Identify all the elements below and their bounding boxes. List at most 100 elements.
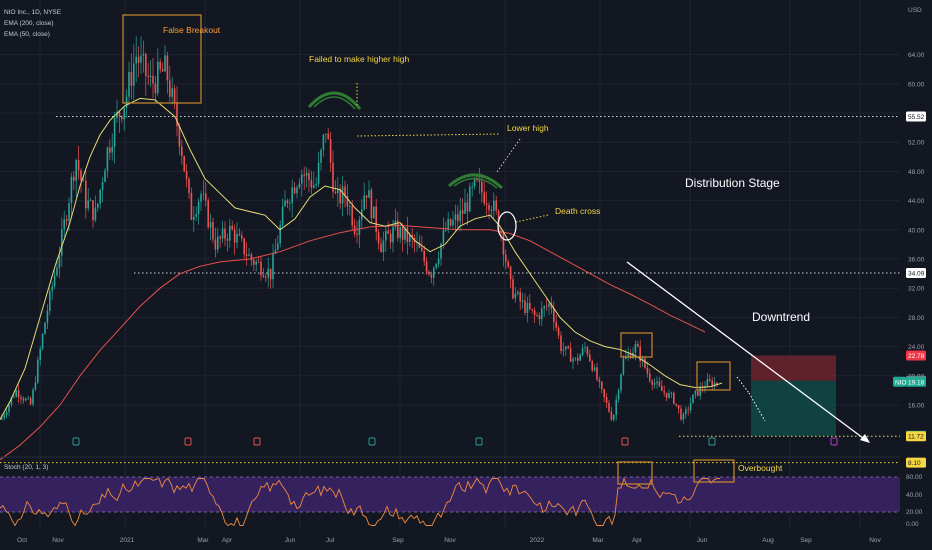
- candle: [387, 221, 389, 235]
- overbought-label: Overbought: [738, 463, 783, 473]
- candle: [97, 202, 99, 212]
- candle: [128, 61, 130, 106]
- candle: [526, 296, 529, 323]
- candle: [507, 259, 509, 269]
- candle: [53, 270, 56, 290]
- candle: [401, 222, 404, 252]
- candle: [46, 304, 49, 330]
- candle: [221, 220, 224, 243]
- candle: [445, 221, 447, 232]
- candle: [596, 362, 598, 382]
- candle: [185, 164, 188, 188]
- candle: [380, 237, 382, 253]
- stochastic-panel: Overbought Stoch (20, 1, 3) 80.00 40.00 …: [0, 456, 923, 528]
- candle: [692, 394, 694, 404]
- price-tag-6: 11.72: [906, 431, 926, 442]
- lower-high-label: Lower high: [507, 123, 549, 133]
- x-label-5: Jun: [285, 537, 296, 544]
- candle: [370, 187, 373, 223]
- higher-high-arc: [307, 91, 362, 110]
- y-label-7: 44.00: [908, 198, 925, 205]
- ema-200-line: [0, 224, 706, 461]
- candle: [315, 177, 317, 189]
- candle: [171, 76, 173, 105]
- candle: [217, 227, 219, 254]
- candle: [545, 298, 548, 311]
- event-marker-5: [621, 437, 629, 446]
- candle: [675, 403, 677, 407]
- candle: [620, 373, 622, 394]
- x-label-1: Nov: [52, 537, 64, 544]
- candle: [569, 342, 572, 362]
- candle: [274, 238, 277, 255]
- candle: [77, 146, 80, 180]
- candle: [17, 384, 20, 403]
- candle: [118, 110, 121, 133]
- candle: [111, 133, 113, 161]
- y-label-2: 24.00: [908, 344, 925, 351]
- downtrend-line: [626, 261, 868, 442]
- candle: [373, 206, 375, 219]
- candle: [248, 247, 250, 257]
- candle: [289, 199, 291, 211]
- legend-symbol: NIO Inc., 1D, NYSE: [4, 9, 62, 16]
- candle: [579, 352, 581, 362]
- y-label-0: 16.00: [908, 403, 925, 410]
- lower-high-arc-inner: [453, 177, 498, 189]
- false-breakout-label: False Breakout: [163, 25, 221, 35]
- candle: [334, 180, 337, 195]
- candle: [265, 273, 267, 283]
- candle: [363, 182, 365, 211]
- candle: [709, 374, 711, 383]
- candle: [598, 376, 601, 388]
- candle: [209, 214, 212, 241]
- candle: [63, 210, 65, 237]
- candle: [613, 413, 615, 422]
- candle: [423, 245, 425, 266]
- currency-label: USD: [908, 7, 922, 14]
- candle: [183, 155, 185, 173]
- svg-text:NIO: NIO: [895, 379, 907, 386]
- candle: [164, 44, 166, 73]
- candle: [32, 387, 34, 407]
- candle: [605, 393, 608, 409]
- candle: [349, 200, 351, 216]
- death-cross-circle: [497, 211, 517, 241]
- candle: [581, 344, 584, 357]
- candle: [375, 198, 377, 241]
- candle: [543, 305, 545, 317]
- consolidation-box-2: [696, 361, 731, 391]
- candle: [418, 234, 421, 249]
- candle: [25, 397, 27, 402]
- x-label-4: Apr: [222, 537, 233, 544]
- price-tag-1: 34.09: [906, 267, 926, 278]
- candle: [169, 65, 171, 103]
- candle: [392, 219, 394, 253]
- candle: [317, 151, 320, 187]
- candle: [339, 184, 341, 210]
- overbought-box-1: [617, 461, 653, 485]
- candle: [646, 361, 649, 378]
- annotations: False Breakout Failed to make higher hig…: [163, 25, 810, 324]
- candle: [106, 146, 109, 178]
- candle: [51, 281, 53, 300]
- x-label-0: Oct: [17, 537, 27, 544]
- candle: [591, 359, 593, 373]
- candle: [466, 193, 469, 226]
- candle: [433, 266, 435, 286]
- price-tag-0: 55.52: [906, 111, 926, 122]
- candle: [269, 268, 272, 289]
- candle: [70, 172, 73, 218]
- consolidation-box-1: [620, 332, 653, 358]
- candle: [116, 99, 118, 123]
- candle: [281, 198, 284, 228]
- x-label-10: Mar: [592, 537, 604, 544]
- candle: [593, 364, 596, 372]
- candle: [358, 216, 361, 249]
- candle: [553, 301, 555, 331]
- candle: [125, 89, 128, 119]
- stoch-line: [0, 477, 720, 527]
- y-label-6: 40.00: [908, 227, 925, 234]
